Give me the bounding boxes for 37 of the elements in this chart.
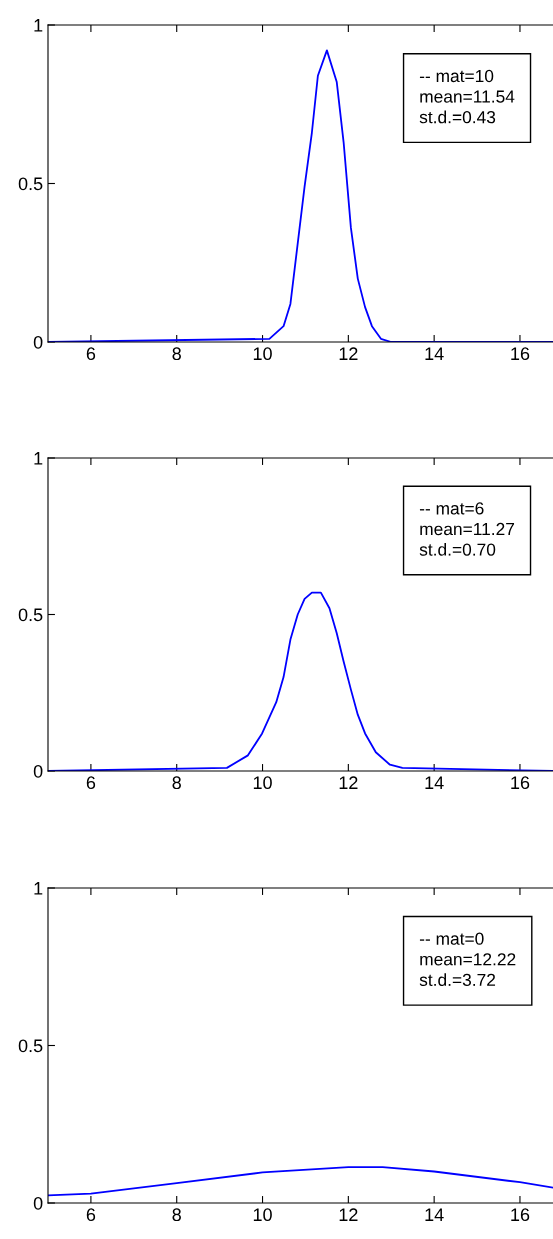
x-tick-label: 10 <box>253 347 272 361</box>
y-tick-label: 0.5 <box>18 608 43 622</box>
x-tick-label: 16 <box>511 776 530 790</box>
annotation: -- mat=10 <box>419 69 494 83</box>
x-tick-label: 12 <box>339 347 358 360</box>
line-series <box>48 1166 553 1197</box>
x-tick-label: 8 <box>172 347 181 361</box>
annotation: -- mat=0 <box>419 932 484 945</box>
annotation: mean=11.54 <box>420 90 515 103</box>
y-tick-label: 0 <box>33 335 43 349</box>
x-tick-label: 16 <box>511 347 530 361</box>
y-tick-label: 0 <box>33 764 43 778</box>
annotation: st.d.=3.72 <box>419 973 496 987</box>
x-tick-label: 10 <box>253 1208 272 1222</box>
x-tick-label: 12 <box>339 1208 358 1221</box>
y-tick-label: 1 <box>34 19 43 32</box>
x-tick-label: 14 <box>425 347 444 360</box>
y-tick-label: 1 <box>34 882 43 895</box>
x-tick-label: 6 <box>86 776 96 790</box>
x-tick-label: 12 <box>339 776 358 789</box>
annotation: mean=12.22 <box>420 953 516 966</box>
x-tick-label: 14 <box>425 776 444 789</box>
x-tick-label: 8 <box>172 1208 181 1222</box>
annotation: mean=11.27 <box>420 522 515 536</box>
annotation: -- mat=6 <box>419 502 484 515</box>
x-tick-label: 6 <box>86 347 96 361</box>
y-tick-label: 0 <box>33 1196 43 1210</box>
x-tick-label: 14 <box>425 1208 444 1221</box>
x-tick-label: 16 <box>511 1208 530 1222</box>
x-tick-label: 6 <box>86 1208 96 1222</box>
y-tick-label: 0.5 <box>18 177 43 191</box>
annotation: st.d.=0.43 <box>419 110 496 124</box>
annotation: st.d.=0.70 <box>419 542 496 556</box>
x-tick-label: 10 <box>253 776 272 790</box>
y-tick-label: 0.5 <box>18 1039 43 1053</box>
y-tick-label: 1 <box>34 452 43 465</box>
x-tick-label: 8 <box>172 776 181 790</box>
